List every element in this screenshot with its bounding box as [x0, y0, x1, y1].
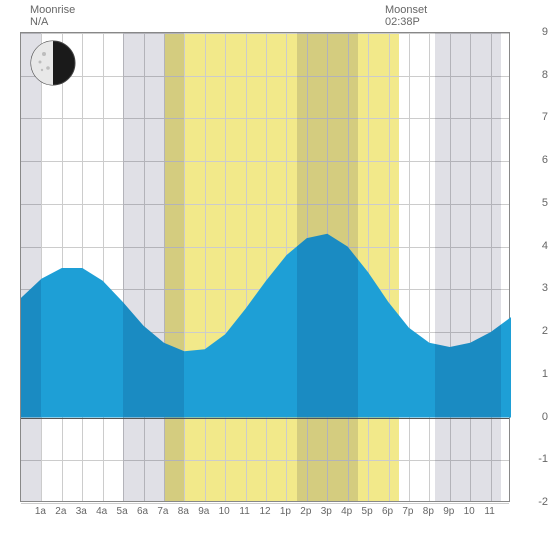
moonset-value: 02:38P — [385, 16, 520, 28]
x-tick-label: 6p — [382, 506, 393, 517]
moonrise-label: Moonrise — [30, 4, 165, 16]
x-tick-label: 11 — [484, 506, 494, 517]
y-tick-label: 0 — [542, 411, 548, 423]
y-tick-label: 2 — [542, 325, 548, 337]
shade-band — [21, 33, 41, 501]
x-tick-label: 9a — [198, 506, 209, 517]
moonset-label: Moonset — [385, 4, 520, 16]
chart-area: -2-10123456789 1a2a3a4a5a6a7a8a9a1011121… — [20, 32, 530, 522]
y-tick-label: 4 — [542, 240, 548, 252]
y-tick-label: 7 — [542, 111, 548, 123]
x-tick-label: 3p — [321, 506, 332, 517]
x-tick-label: 4p — [341, 506, 352, 517]
y-tick-label: 5 — [542, 197, 548, 209]
y-tick-label: 8 — [542, 69, 548, 81]
x-tick-label: 1a — [35, 506, 46, 517]
x-tick-label: 2a — [55, 506, 66, 517]
x-tick-label: 6a — [137, 506, 148, 517]
y-tick-label: 6 — [542, 154, 548, 166]
x-tick-label: 4a — [96, 506, 107, 517]
x-tick-label: 12 — [259, 506, 270, 517]
tide-chart-container: Moonrise N/A Moonset 02:38P -2-101234567… — [0, 0, 550, 550]
x-tick-label: 10 — [464, 506, 475, 517]
x-tick-label: 8a — [178, 506, 189, 517]
shade-band — [297, 33, 358, 501]
moon-svg — [30, 40, 76, 86]
shade-band — [123, 33, 184, 501]
x-tick-label: 7a — [157, 506, 168, 517]
y-tick-label: 9 — [542, 26, 548, 38]
moonset-block: Moonset 02:38P — [385, 4, 520, 28]
moonrise-block: Moonrise N/A — [30, 4, 165, 28]
x-tick-label: 9p — [443, 506, 454, 517]
y-tick-label: -2 — [538, 496, 548, 508]
header: Moonrise N/A Moonset 02:38P — [0, 0, 550, 32]
x-tick-label: 5a — [117, 506, 128, 517]
x-tick-label: 8p — [423, 506, 434, 517]
y-tick-label: 3 — [542, 282, 548, 294]
x-tick-label: 3a — [76, 506, 87, 517]
moonrise-value: N/A — [30, 16, 165, 28]
y-tick-label: 1 — [542, 368, 548, 380]
x-tick-label: 7p — [402, 506, 413, 517]
shade-band — [435, 33, 500, 501]
zero-line — [21, 418, 509, 419]
x-tick-label: 2p — [300, 506, 311, 517]
gridline-horizontal — [21, 503, 509, 504]
y-tick-label: -1 — [538, 453, 548, 465]
x-tick-label: 1p — [280, 506, 291, 517]
x-tick-label: 5p — [362, 506, 373, 517]
moon-phase-icon — [30, 40, 76, 86]
plot-region — [20, 32, 510, 502]
x-tick-label: 10 — [219, 506, 230, 517]
x-tick-label: 11 — [239, 506, 249, 517]
